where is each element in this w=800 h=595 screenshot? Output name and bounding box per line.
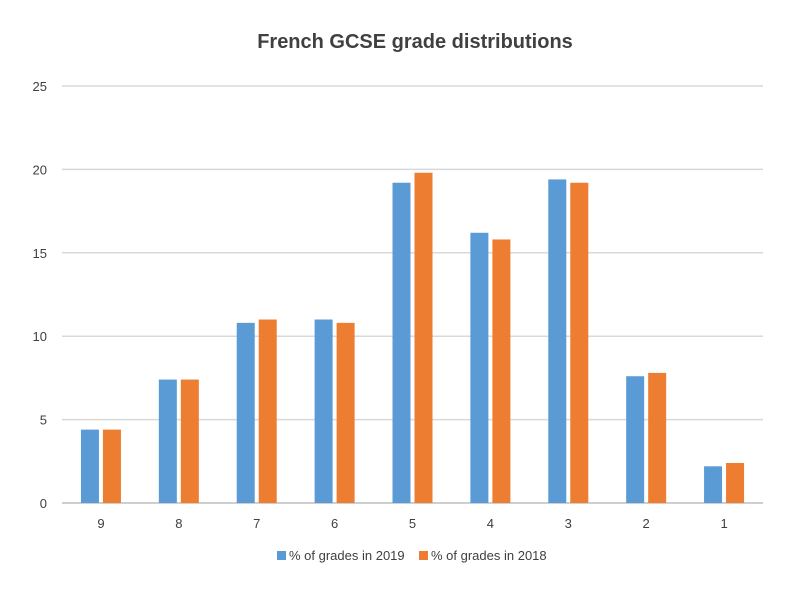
x-tick-label: 7 [253,516,260,531]
x-tick-label: 4 [487,516,494,531]
legend-label: % of grades in 2019 [289,548,405,563]
bar-2019-grade-9 [80,429,99,503]
x-tick-label: 5 [409,516,416,531]
y-tick-label: 20 [33,162,47,177]
bars [80,172,745,503]
bar-2019-grade-3 [548,179,567,503]
x-tick-label: 3 [565,516,572,531]
bar-2019-grade-4 [470,232,489,503]
gridlines [62,85,763,504]
bar-2019-grade-5 [392,182,411,503]
x-tick-label: 1 [720,516,727,531]
x-tick-label: 9 [97,516,104,531]
y-tick-label: 5 [40,413,47,428]
y-tick-label: 10 [33,329,47,344]
bar-2019-grade-8 [158,379,177,503]
bar-2018-grade-6 [336,322,355,503]
legend: % of grades in 2019 % of grades in 2018 [277,548,547,563]
bar-2019-grade-7 [236,322,255,503]
bar-2018-grade-2 [648,372,667,503]
bar-2018-grade-1 [726,462,745,503]
y-tick-label: 25 [33,79,47,94]
bar-2018-grade-9 [102,429,121,503]
bar-2018-grade-7 [258,319,277,503]
bar-2019-grade-6 [314,319,333,503]
legend-swatch [419,551,428,560]
y-tick-label: 15 [33,246,47,261]
bar-2018-grade-8 [180,379,199,503]
bar-2019-grade-2 [626,376,645,503]
x-tick-label: 8 [175,516,182,531]
bar-2018-grade-4 [492,239,511,503]
chart-title: French GCSE grade distributions [257,31,573,53]
bar-2018-grade-5 [414,172,433,503]
y-axis-ticks: 0 5 10 15 20 25 [33,79,47,511]
bar-2018-grade-3 [570,182,589,503]
y-tick-label: 0 [40,496,47,511]
legend-swatch [277,551,286,560]
x-tick-label: 6 [331,516,338,531]
bar-2019-grade-1 [704,466,723,503]
x-axis-ticks: 9 8 7 6 5 4 3 2 1 [97,516,727,531]
x-tick-label: 2 [643,516,650,531]
legend-label: % of grades in 2018 [431,548,547,563]
